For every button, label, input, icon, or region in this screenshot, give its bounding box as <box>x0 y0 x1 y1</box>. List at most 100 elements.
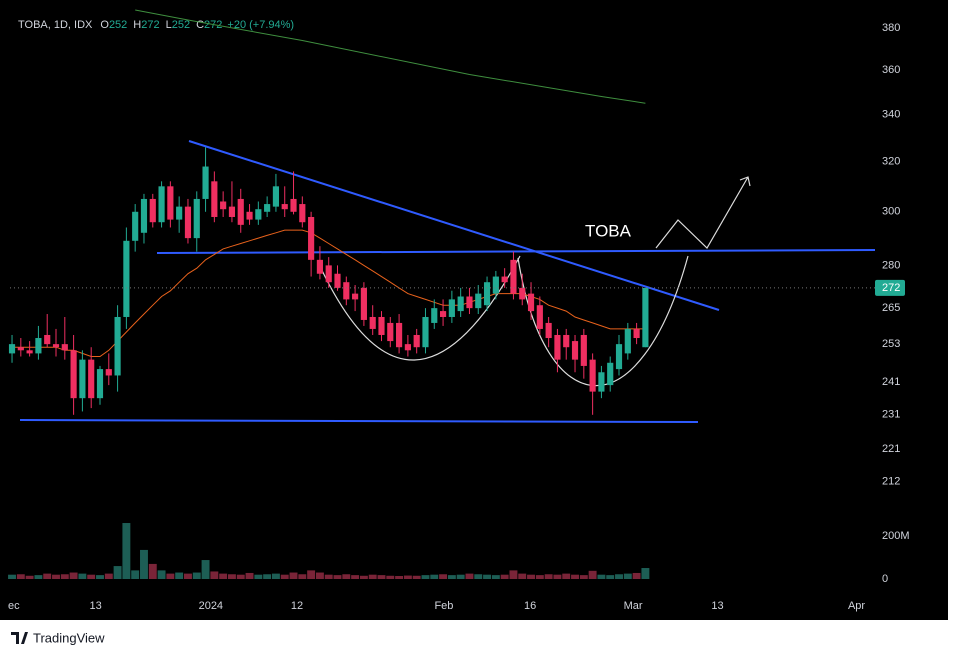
volume-bar <box>236 574 245 579</box>
volume-bar <box>588 570 597 579</box>
volume-bar <box>315 572 324 579</box>
last-price-label: 272 <box>882 282 900 294</box>
volume-bar <box>447 575 456 579</box>
y-tick-label: 380 <box>882 22 900 34</box>
volume-bar <box>544 574 553 579</box>
volume-bar <box>175 572 184 579</box>
volume-bar <box>324 574 333 579</box>
volume-bar <box>25 575 34 579</box>
annotation: TOBA <box>585 221 632 240</box>
ohlc-value: 252 <box>109 19 127 31</box>
volume-bar <box>96 575 104 579</box>
candle-body <box>378 316 385 335</box>
candle-body <box>140 198 148 233</box>
candle-body <box>624 328 631 354</box>
volume-bar <box>641 568 650 579</box>
volume-bar <box>201 560 210 579</box>
volume-bar <box>307 570 316 579</box>
volume-bar <box>43 573 52 579</box>
volume-bar <box>579 575 588 579</box>
volume-bar <box>263 574 272 579</box>
candle-body <box>325 265 332 283</box>
y-tick-label: 320 <box>882 156 900 168</box>
volume-bar <box>430 574 439 579</box>
candle-body <box>255 209 262 220</box>
ohlc-value: 272 <box>141 19 159 31</box>
volume-bar <box>254 574 263 579</box>
candle-body <box>527 293 535 312</box>
change: +20 (+7.94%) <box>227 19 294 31</box>
volume-bar <box>421 575 430 579</box>
y2-tick-label: 0 <box>882 573 888 585</box>
candle-body <box>580 334 587 366</box>
candle-body <box>8 344 16 354</box>
candle-body <box>589 359 596 392</box>
volume-bar <box>192 572 201 579</box>
candle-body <box>228 206 236 217</box>
volume-bar <box>483 574 492 579</box>
candle-body <box>149 198 156 223</box>
volume-bar <box>562 573 571 579</box>
candle-body <box>211 181 218 217</box>
candle-body <box>334 273 341 288</box>
candle-body <box>519 287 526 300</box>
volume-bar <box>606 575 615 579</box>
volume-bar <box>245 572 254 579</box>
candle-body <box>308 216 315 260</box>
legend: TOBA, 1D, IDX O252 H272 L252 C272 +20 (+7.94%… <box>18 19 294 31</box>
candle-body <box>483 282 491 306</box>
volume-bar <box>377 575 386 579</box>
y-tick-label: 300 <box>882 206 900 218</box>
volume-bar <box>122 523 131 579</box>
candle-body <box>431 308 438 323</box>
volume-bar <box>509 570 518 579</box>
y-tick-label: 241 <box>882 376 900 388</box>
candle-body <box>202 166 209 199</box>
candle-body <box>439 311 447 317</box>
candle-body <box>571 341 579 360</box>
y-tick-label: 340 <box>882 108 900 120</box>
candle-body <box>35 338 42 354</box>
candle-body <box>510 259 517 294</box>
x-tick-label: Feb <box>434 600 453 612</box>
volume-bar <box>571 574 579 579</box>
candle-body <box>299 204 306 223</box>
y-tick-label: 231 <box>882 409 900 421</box>
x-tick-label: Mar <box>624 600 643 612</box>
volume-bar <box>351 575 360 579</box>
volume-bar <box>439 574 448 579</box>
volume-bar <box>148 563 157 579</box>
volume-bar <box>333 575 342 579</box>
candle-body <box>105 369 112 376</box>
volume-bar <box>271 573 280 579</box>
volume-bar <box>623 573 632 579</box>
candle-body <box>422 316 429 348</box>
volume-bar <box>465 573 474 579</box>
projection-arrow <box>655 176 751 249</box>
volume-bar <box>113 566 122 579</box>
y-tick-label: 360 <box>882 64 900 76</box>
volume-bar <box>553 574 562 579</box>
x-tick-label: 13 <box>711 600 723 612</box>
x-tick-label: 13 <box>89 600 101 612</box>
volume-bar <box>456 574 465 579</box>
candle-body <box>88 359 95 399</box>
volume-bar <box>597 574 606 579</box>
volume-bar <box>184 573 192 579</box>
volume-bar <box>386 575 395 579</box>
y-tick-label: 221 <box>882 443 900 455</box>
candle-body <box>475 293 482 309</box>
volume-bar <box>52 574 60 579</box>
logo-icon <box>11 632 28 644</box>
volume-bar <box>412 575 421 579</box>
candle-body <box>237 198 244 225</box>
candle-body <box>114 316 121 376</box>
volume-bar <box>368 574 377 579</box>
resistance-line <box>156 249 876 254</box>
candle-body <box>545 322 552 339</box>
volume-bar <box>359 575 368 579</box>
candle-body <box>176 206 183 220</box>
candle-body <box>396 322 403 348</box>
cup-curve <box>317 255 521 361</box>
candle-body <box>615 344 623 370</box>
